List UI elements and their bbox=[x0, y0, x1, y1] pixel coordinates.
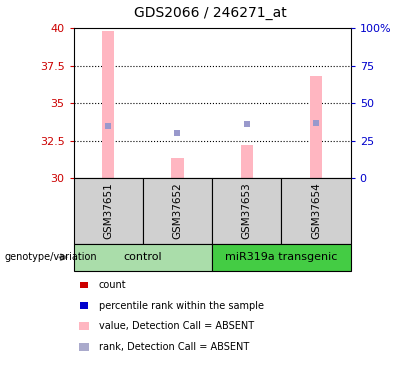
Bar bbox=[310, 76, 322, 178]
Text: rank, Detection Call = ABSENT: rank, Detection Call = ABSENT bbox=[99, 342, 249, 352]
Text: GSM37651: GSM37651 bbox=[103, 183, 113, 239]
Text: percentile rank within the sample: percentile rank within the sample bbox=[99, 301, 264, 310]
Bar bbox=[241, 145, 253, 178]
Text: value, Detection Call = ABSENT: value, Detection Call = ABSENT bbox=[99, 321, 254, 331]
Bar bbox=[171, 158, 184, 178]
Text: GSM37654: GSM37654 bbox=[311, 183, 321, 239]
Text: control: control bbox=[123, 252, 162, 262]
Bar bbox=[102, 31, 114, 178]
Text: GDS2066 / 246271_at: GDS2066 / 246271_at bbox=[134, 6, 286, 20]
Text: GSM37652: GSM37652 bbox=[173, 183, 182, 239]
Text: genotype/variation: genotype/variation bbox=[4, 252, 97, 262]
Text: count: count bbox=[99, 280, 126, 290]
Text: miR319a transgenic: miR319a transgenic bbox=[225, 252, 338, 262]
Text: GSM37653: GSM37653 bbox=[242, 183, 252, 239]
